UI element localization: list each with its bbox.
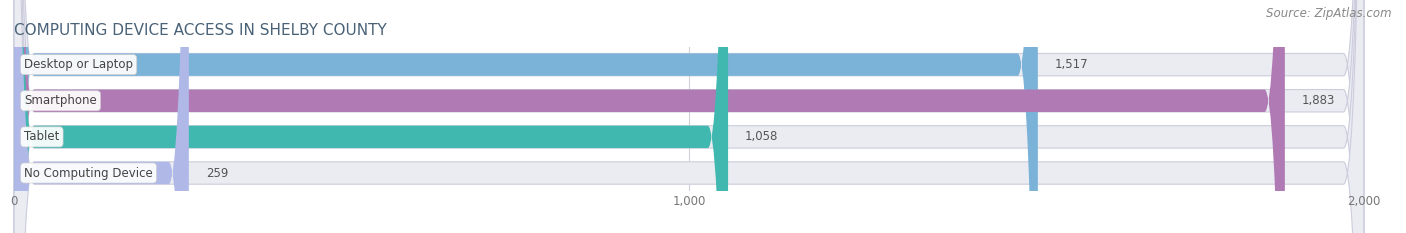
Text: Tablet: Tablet [24, 130, 59, 143]
Text: 1,058: 1,058 [745, 130, 779, 143]
FancyBboxPatch shape [14, 0, 1364, 233]
FancyBboxPatch shape [14, 0, 1285, 233]
FancyBboxPatch shape [14, 0, 188, 233]
FancyBboxPatch shape [14, 0, 1364, 233]
Text: No Computing Device: No Computing Device [24, 167, 153, 179]
Text: 1,883: 1,883 [1302, 94, 1336, 107]
Text: Source: ZipAtlas.com: Source: ZipAtlas.com [1267, 7, 1392, 20]
FancyBboxPatch shape [14, 0, 728, 233]
FancyBboxPatch shape [14, 0, 1364, 233]
Text: Smartphone: Smartphone [24, 94, 97, 107]
Text: COMPUTING DEVICE ACCESS IN SHELBY COUNTY: COMPUTING DEVICE ACCESS IN SHELBY COUNTY [14, 24, 387, 38]
Text: 259: 259 [205, 167, 228, 179]
Text: Desktop or Laptop: Desktop or Laptop [24, 58, 134, 71]
Text: 1,517: 1,517 [1054, 58, 1088, 71]
FancyBboxPatch shape [14, 0, 1038, 233]
FancyBboxPatch shape [14, 0, 1364, 233]
